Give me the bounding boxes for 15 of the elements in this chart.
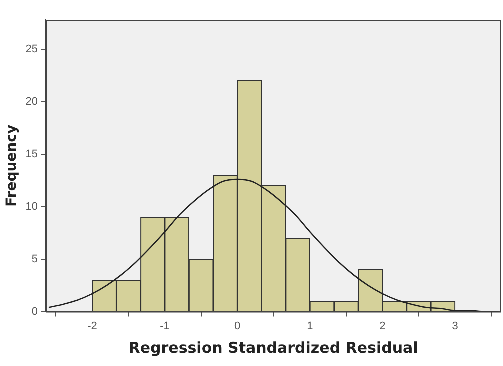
x-tick-label: 2 [380, 320, 386, 332]
x-tick-label: 0 [234, 320, 241, 332]
y-tick-label: 0 [32, 306, 38, 318]
y-tick-label: 15 [26, 148, 38, 160]
y-axis-title: Frequency [4, 124, 20, 207]
y-tick-label: 5 [32, 253, 38, 266]
x-tick-label: -1 [160, 320, 170, 332]
y-tick-label: 20 [26, 96, 38, 108]
x-axis-title: Regression Standardized Residual [128, 338, 418, 357]
x-tick-label: 3 [452, 320, 458, 332]
y-tick-label: 10 [26, 200, 38, 213]
x-tick-label: 1 [307, 320, 314, 332]
line-series [48, 178, 500, 312]
y-tick-label: 25 [26, 43, 38, 56]
x-tick-label: -2 [88, 320, 98, 332]
